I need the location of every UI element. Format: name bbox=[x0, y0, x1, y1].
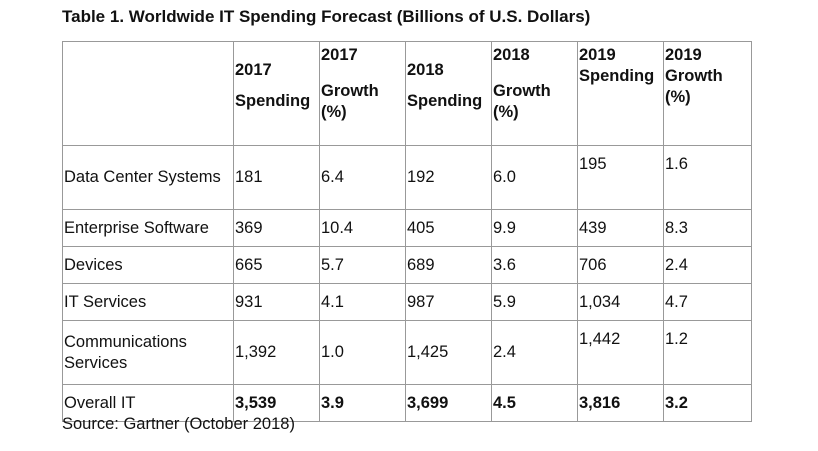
cell-2017-growth: 1.0 bbox=[319, 320, 406, 385]
cell-2018-growth: 9.9 bbox=[491, 209, 578, 247]
cell-2017-growth: 6.4 bbox=[319, 145, 406, 210]
total-2017-spending: 3,539 bbox=[233, 384, 320, 422]
header-2019-growth: 2019 Growth (%) bbox=[663, 41, 752, 146]
header-row: 2017 Spending 2017 Growth (%) 2018 Spend… bbox=[62, 41, 752, 146]
row-category: IT Services bbox=[62, 283, 234, 321]
row-category: Devices bbox=[62, 246, 234, 284]
cell-2017-growth: 4.1 bbox=[319, 283, 406, 321]
cell-2017-spending: 369 bbox=[233, 209, 320, 247]
table-row: Enterprise Software 369 10.4 405 9.9 439… bbox=[62, 209, 752, 247]
cell-2018-spending: 192 bbox=[405, 145, 492, 210]
cell-2018-spending: 689 bbox=[405, 246, 492, 284]
header-category-cell bbox=[62, 41, 234, 146]
cell-2019-spending: 195 bbox=[577, 145, 664, 210]
source-note: Source: Gartner (October 2018) bbox=[62, 415, 295, 433]
cell-2019-growth: 1.2 bbox=[663, 320, 752, 385]
table-row: Communications Services 1,392 1.0 1,425 … bbox=[62, 320, 752, 385]
cell-2017-spending: 931 bbox=[233, 283, 320, 321]
table-row: Devices 665 5.7 689 3.6 706 2.4 bbox=[62, 246, 752, 284]
header-2017-growth: 2017 Growth (%) bbox=[319, 41, 406, 146]
cell-2019-spending: 1,034 bbox=[577, 283, 664, 321]
total-row: Overall IT 3,539 3.9 3,699 4.5 3,816 3.2 bbox=[62, 384, 752, 422]
header-2018-spending: 2018 Spending bbox=[405, 41, 492, 146]
cell-2017-growth: 5.7 bbox=[319, 246, 406, 284]
cell-2018-spending: 987 bbox=[405, 283, 492, 321]
total-2018-spending: 3,699 bbox=[405, 384, 492, 422]
cell-2017-spending: 1,392 bbox=[233, 320, 320, 385]
cell-2018-growth: 2.4 bbox=[491, 320, 578, 385]
table-title: Table 1. Worldwide IT Spending Forecast … bbox=[62, 7, 591, 26]
header-2017-spending: 2017 Spending bbox=[233, 41, 320, 146]
table-row: IT Services 931 4.1 987 5.9 1,034 4.7 bbox=[62, 283, 752, 321]
total-2019-spending: 3,816 bbox=[577, 384, 664, 422]
cell-2017-growth: 10.4 bbox=[319, 209, 406, 247]
row-category: Enterprise Software bbox=[62, 209, 234, 247]
header-2018-growth: 2018 Growth (%) bbox=[491, 41, 578, 146]
row-category: Communications Services bbox=[62, 320, 234, 385]
cell-2019-spending: 706 bbox=[577, 246, 664, 284]
cell-2018-growth: 6.0 bbox=[491, 145, 578, 210]
total-2019-growth: 3.2 bbox=[663, 384, 752, 422]
cell-2017-spending: 181 bbox=[233, 145, 320, 210]
cell-2019-growth: 4.7 bbox=[663, 283, 752, 321]
row-category: Overall IT bbox=[62, 384, 234, 422]
header-2019-spending: 2019 Spending bbox=[577, 41, 664, 146]
cell-2018-growth: 3.6 bbox=[491, 246, 578, 284]
table-row: Data Center Systems 181 6.4 192 6.0 195 … bbox=[62, 145, 752, 210]
cell-2019-spending: 439 bbox=[577, 209, 664, 247]
cell-2019-growth: 1.6 bbox=[663, 145, 752, 210]
cell-2018-spending: 405 bbox=[405, 209, 492, 247]
cell-2017-spending: 665 bbox=[233, 246, 320, 284]
total-2017-growth: 3.9 bbox=[319, 384, 406, 422]
cell-2019-growth: 8.3 bbox=[663, 209, 752, 247]
row-category: Data Center Systems bbox=[62, 145, 234, 210]
total-2018-growth: 4.5 bbox=[491, 384, 578, 422]
cell-2019-growth: 2.4 bbox=[663, 246, 752, 284]
it-spending-table: 2017 Spending 2017 Growth (%) 2018 Spend… bbox=[62, 41, 752, 422]
cell-2018-growth: 5.9 bbox=[491, 283, 578, 321]
cell-2018-spending: 1,425 bbox=[405, 320, 492, 385]
cell-2019-spending: 1,442 bbox=[577, 320, 664, 385]
